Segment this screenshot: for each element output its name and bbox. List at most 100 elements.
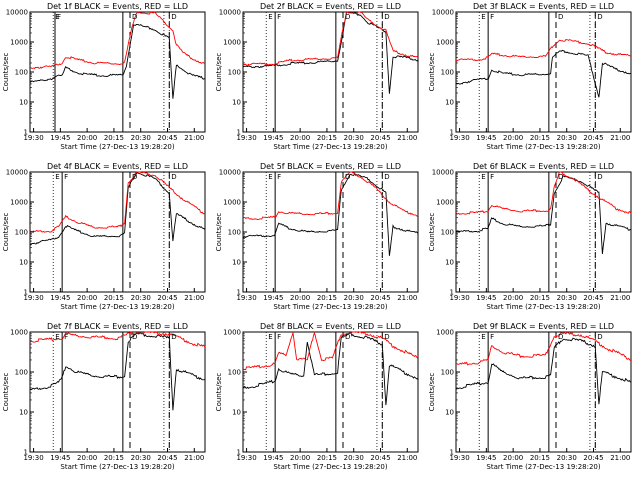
y-tick-label: 10000 xyxy=(432,9,454,17)
x-tick-label: 21:00 xyxy=(610,134,630,142)
chart-panel-1: Det 1f BLACK = Events, RED = LLD 1 10 100 10… xyxy=(2,2,206,151)
x-tick-label: 20:45 xyxy=(370,134,390,142)
y-tick-label: 100 xyxy=(228,229,241,237)
x-tick-label: 20:45 xyxy=(370,294,390,302)
series-line-events xyxy=(29,24,206,99)
x-tick-label: 19:30 xyxy=(449,294,469,302)
plot-frame xyxy=(455,11,632,133)
y-tick-label: 10000 xyxy=(6,9,28,17)
plot-frame xyxy=(242,171,419,293)
y-tick-label: 10 xyxy=(232,99,241,107)
y-tick-label: 1 xyxy=(450,129,454,137)
event-marker-label: D xyxy=(558,13,563,21)
chart-title: Det 1f BLACK = Events, RED = LLD xyxy=(47,2,188,11)
x-tick-label: 20:45 xyxy=(370,454,390,462)
x-tick-label: 20:15 xyxy=(104,134,124,142)
y-axis-label: Counts/sec xyxy=(428,53,436,92)
event-marker-label: E xyxy=(55,173,59,181)
event-marker-label: D xyxy=(345,333,350,341)
y-tick-label: 1 xyxy=(24,289,28,297)
series-line-events xyxy=(242,11,419,94)
chart-title: Det 3f BLACK = Events, RED = LLD xyxy=(473,2,614,11)
y-tick-label: 1 xyxy=(450,289,454,297)
y-axis-label: Counts/sec xyxy=(2,373,10,412)
series-line-events xyxy=(29,172,206,246)
chart-title: Det 5f BLACK = Events, RED = LLD xyxy=(260,162,401,171)
event-marker-label: D xyxy=(132,13,137,21)
x-tick-label: 19:30 xyxy=(236,134,256,142)
event-marker-label: F xyxy=(64,173,68,181)
y-tick-label: 1000 xyxy=(436,329,454,337)
series-line-lld xyxy=(29,11,206,70)
series-line-lld xyxy=(242,171,419,220)
event-marker-label: F xyxy=(277,173,281,181)
y-axis-label: Counts/sec xyxy=(428,213,436,252)
event-marker-label: E xyxy=(481,13,485,21)
x-tick-label: 20:15 xyxy=(104,454,124,462)
x-tick-label: 20:45 xyxy=(157,134,177,142)
y-tick-label: 100 xyxy=(441,69,454,77)
event-marker-label: D xyxy=(384,333,389,341)
event-marker-label: D xyxy=(597,13,602,21)
y-tick-label: 1000 xyxy=(223,39,241,47)
x-tick-label: 21:00 xyxy=(397,454,417,462)
x-tick-label: 20:30 xyxy=(557,294,577,302)
series-line-events xyxy=(242,332,419,406)
chart-panel-3: Det 3f BLACK = Events, RED = LLD 1 10 100 10… xyxy=(428,2,632,151)
chart-panel-2: Det 2f BLACK = Events, RED = LLD 1 10 100 10… xyxy=(215,2,419,151)
event-marker-label: D xyxy=(132,173,137,181)
x-tick-label: 20:00 xyxy=(503,454,523,462)
series-line-events xyxy=(455,175,632,255)
y-tick-label: 1000 xyxy=(10,39,28,47)
y-tick-label: 10 xyxy=(232,259,241,267)
x-tick-label: 19:45 xyxy=(476,294,496,302)
series-line-lld xyxy=(455,171,632,215)
plot-frame xyxy=(242,331,419,453)
series-line-lld xyxy=(29,171,206,233)
x-tick-label: 19:45 xyxy=(50,454,70,462)
x-tick-label: 21:00 xyxy=(184,454,204,462)
y-tick-label: 1000 xyxy=(436,39,454,47)
chart-title: Det 8f BLACK = Events, RED = LLD xyxy=(260,322,401,331)
event-marker-label: D xyxy=(345,173,350,181)
y-tick-label: 10000 xyxy=(432,169,454,177)
event-marker-label: F xyxy=(277,333,281,341)
plot-frame xyxy=(29,11,206,133)
x-tick-label: 20:15 xyxy=(530,134,550,142)
event-marker-label: E xyxy=(481,333,485,341)
x-tick-label: 21:00 xyxy=(397,134,417,142)
y-tick-label: 1000 xyxy=(436,199,454,207)
event-marker-label: D xyxy=(171,13,176,21)
series-line-events xyxy=(242,173,419,256)
event-marker-label: E xyxy=(55,333,59,341)
x-tick-label: 20:30 xyxy=(131,454,151,462)
x-tick-label: 20:45 xyxy=(583,134,603,142)
y-tick-label: 10 xyxy=(19,99,28,107)
event-marker-label: E xyxy=(481,173,485,181)
x-axis-label: Start Time (27-Dec-13 19:28:20) xyxy=(60,463,174,471)
y-axis-label: Counts/sec xyxy=(215,373,223,412)
y-tick-label: 100 xyxy=(441,369,454,377)
x-tick-label: 19:45 xyxy=(50,134,70,142)
event-marker-label: F xyxy=(64,333,68,341)
x-tick-label: 20:15 xyxy=(317,294,337,302)
x-tick-label: 19:45 xyxy=(476,454,496,462)
x-tick-label: 20:00 xyxy=(77,294,97,302)
x-axis-label: Start Time (27-Dec-13 19:28:20) xyxy=(273,303,387,311)
y-axis-label: Counts/sec xyxy=(2,213,10,252)
y-axis-label: Counts/sec xyxy=(428,373,436,412)
chart-panel-4: Det 4f BLACK = Events, RED = LLD 1 10 100 10… xyxy=(2,162,206,311)
y-tick-label: 100 xyxy=(15,229,28,237)
x-tick-label: 19:30 xyxy=(236,454,256,462)
y-tick-label: 10000 xyxy=(219,9,241,17)
y-axis-label: Counts/sec xyxy=(215,53,223,92)
chart-panel-5: Det 5f BLACK = Events, RED = LLD 1 10 100 10… xyxy=(215,162,419,311)
y-tick-label: 100 xyxy=(15,369,28,377)
chart-title: Det 6f BLACK = Events, RED = LLD xyxy=(473,162,614,171)
x-tick-label: 19:45 xyxy=(263,294,283,302)
event-marker-label: E xyxy=(268,333,272,341)
x-tick-label: 20:00 xyxy=(290,454,310,462)
event-marker-label: D xyxy=(597,333,602,341)
chart-panel-8: Det 8f BLACK = Events, RED = LLD 1 10 100 10… xyxy=(215,322,419,471)
x-tick-label: 19:45 xyxy=(263,454,283,462)
